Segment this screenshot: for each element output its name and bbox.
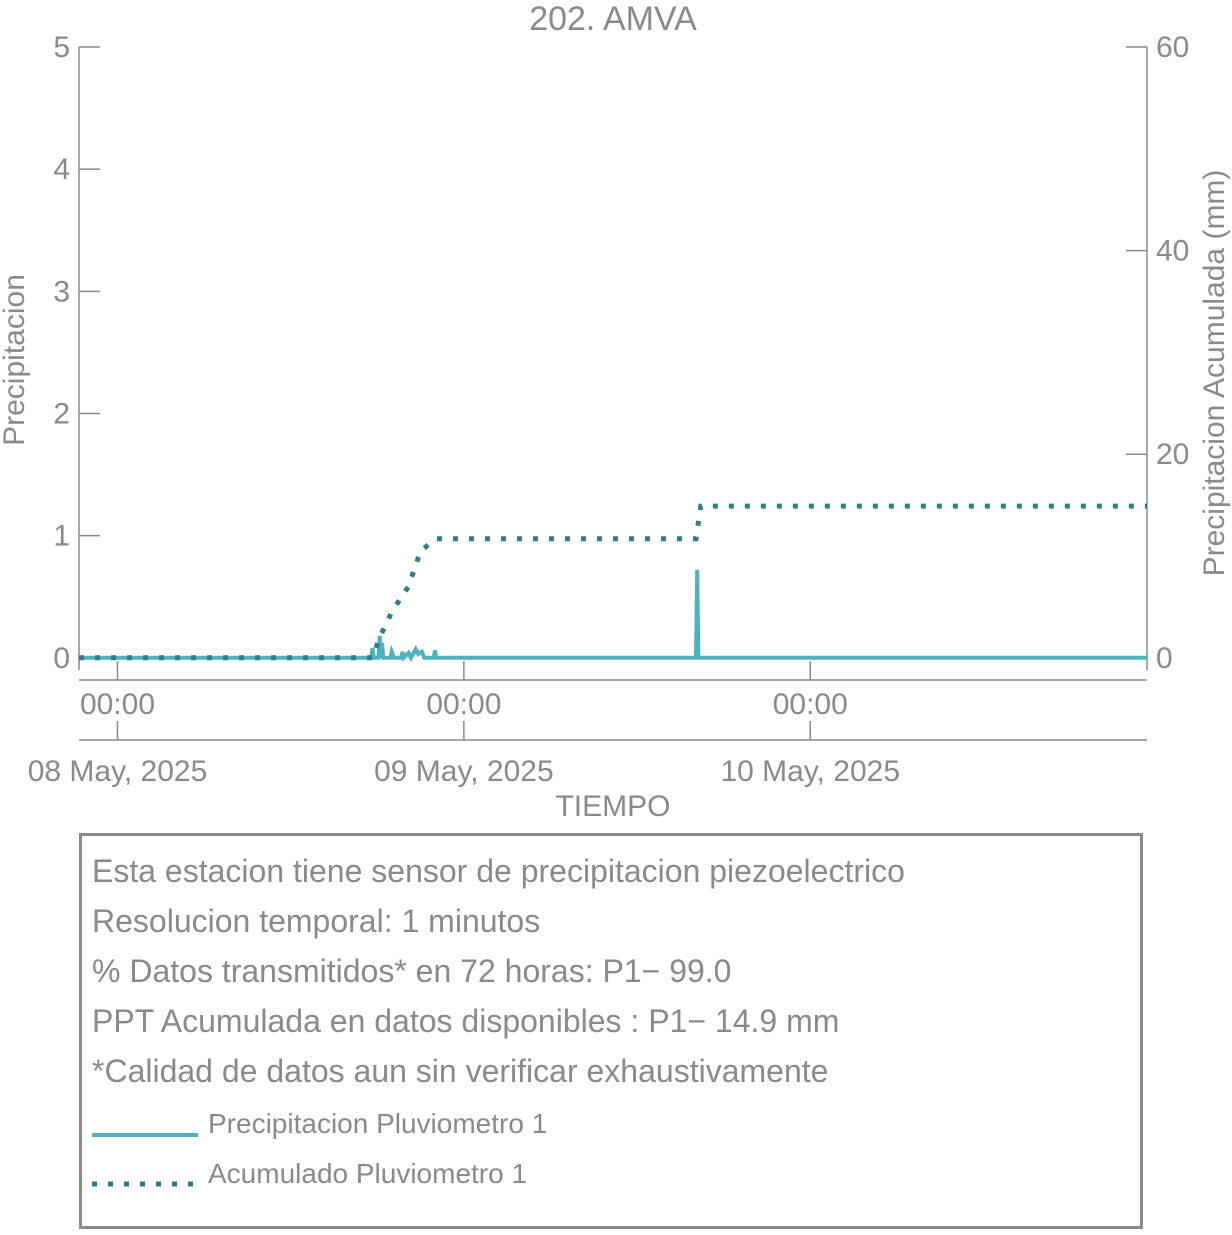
left-y-tick-label: 0 (53, 642, 70, 675)
info-line-sensor: Esta estacion tiene sensor de precipitac… (92, 853, 905, 889)
right-y-axis-title: Precipitacion Acumulada (mm) (1198, 170, 1231, 577)
right-y-tick-label: 0 (1156, 642, 1173, 675)
legend-label-cumulative: Acumulado Pluviometro 1 (208, 1158, 528, 1189)
left-y-tick-label: 1 (53, 520, 70, 553)
left-y-tick-label: 4 (53, 153, 70, 186)
x-date-tick-label: 08 May, 2025 (28, 755, 208, 788)
series-line-precipitation (79, 569, 1147, 663)
right-y-tick-label: 60 (1156, 31, 1189, 64)
left-y-tick-label: 5 (53, 31, 70, 64)
left-y-axis-title: Precipitacion (0, 274, 31, 446)
left-y-tick-label: 3 (53, 275, 70, 308)
info-line-accumulated: PPT Acumulada en datos disponibles : P1−… (92, 1003, 840, 1039)
legend-swatch-precipitation (92, 1133, 198, 1137)
x-date-tick-label: 09 May, 2025 (374, 755, 554, 788)
x-axis-title: TIEMPO (555, 790, 670, 823)
right-y-tick-label: 40 (1156, 235, 1189, 268)
legend-swatch-cumulative (92, 1181, 198, 1187)
series-line-cumulative (79, 503, 1147, 661)
info-line-resolution: Resolucion temporal: 1 minutos (92, 903, 541, 939)
right-y-tick-label: 20 (1156, 438, 1189, 471)
precipitation-chart: 202. AMVA 0 1 2 3 4 5 0 20 40 60 Precipitacion Preci… (0, 0, 1231, 823)
x-time-tick-label: 00:00 (773, 688, 848, 721)
info-line-quality-note: *Calidad de datos aun sin verificar exha… (92, 1053, 829, 1089)
left-y-tick-label: 2 (53, 397, 70, 430)
x-date-tick-label: 10 May, 2025 (720, 755, 900, 788)
chart-title: 202. AMVA (529, 0, 697, 38)
legend-label-precipitation: Precipitacion Pluviometro 1 (208, 1108, 548, 1139)
info-box: Esta estacion tiene sensor de precipitac… (79, 833, 1143, 1229)
x-time-tick-label: 00:00 (426, 688, 501, 721)
info-line-transmitted: % Datos transmitidos* en 72 horas: P1− 9… (92, 953, 732, 989)
x-time-tick-label: 00:00 (80, 688, 155, 721)
